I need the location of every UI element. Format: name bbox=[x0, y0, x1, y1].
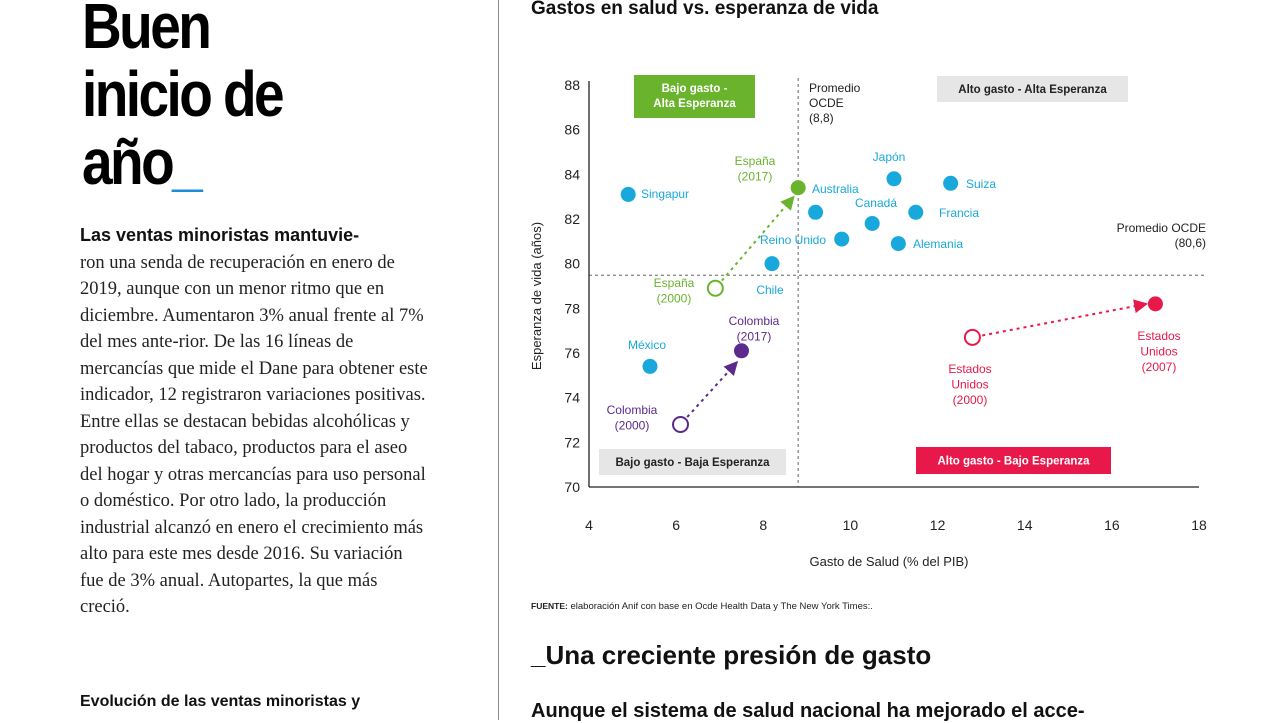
source-text: elaboración Anif con base en Ocde Health… bbox=[570, 601, 873, 612]
point-4 bbox=[864, 215, 880, 231]
x-tick-label-8: 8 bbox=[759, 517, 767, 533]
section-heading-prefix: _ bbox=[531, 640, 546, 670]
y-tick-label-76: 76 bbox=[564, 345, 580, 361]
point-label-14-line-2: (2007) bbox=[1142, 360, 1177, 374]
scatter-chart: Bajo gasto - Alta Esperanza Alto gasto - A… bbox=[529, 75, 1207, 569]
point-label-14-line-1: Unidos bbox=[1140, 345, 1177, 359]
reference-x-label-line-2: (8,8) bbox=[809, 111, 834, 125]
quadrant-label-box-1 bbox=[937, 76, 1128, 102]
y-tick-label-88: 88 bbox=[564, 77, 580, 93]
quadrant-label-box-0 bbox=[634, 75, 755, 118]
point-13 bbox=[672, 415, 689, 433]
point-12 bbox=[734, 343, 749, 359]
quadrant-label-box-2 bbox=[599, 449, 786, 475]
x-tick-label-16: 16 bbox=[1104, 517, 1120, 533]
chart-title: Gastos en salud vs. esperanza de vida bbox=[531, 0, 879, 19]
y-tick-label-84: 84 bbox=[564, 166, 580, 182]
y-tick-label-70: 70 bbox=[564, 479, 580, 495]
headline: Buen inicio de año_ bbox=[82, 0, 285, 196]
y-tick-label-80: 80 bbox=[564, 256, 580, 272]
trend-arrow-0 bbox=[721, 195, 795, 282]
point-label-2: Suiza bbox=[966, 177, 996, 191]
point-1 bbox=[886, 171, 902, 187]
point-3 bbox=[808, 204, 824, 220]
point-7 bbox=[890, 236, 906, 252]
y-tick-label-86: 86 bbox=[564, 122, 580, 138]
point-label-7: Alemania bbox=[913, 237, 963, 251]
quadrant-label-0-line-0: Bajo gasto - bbox=[662, 83, 728, 95]
point-label-12-line-1: (2017) bbox=[737, 330, 772, 344]
headline-line-3-text: año bbox=[82, 126, 175, 198]
point-label-4: Canadá bbox=[855, 196, 897, 210]
headline-line-2: inicio de bbox=[82, 58, 285, 130]
source-label: Fuente: bbox=[531, 601, 568, 611]
point-6 bbox=[834, 231, 850, 247]
point-label-1: Japón bbox=[873, 150, 906, 164]
section-heading-title: Una creciente presión de gasto bbox=[545, 640, 932, 670]
point-15 bbox=[963, 328, 981, 346]
reference-x-label-line-0: Promedio bbox=[809, 81, 861, 95]
y-tick-label-72: 72 bbox=[564, 434, 580, 450]
point-9 bbox=[642, 358, 658, 374]
quadrant-label-2: Bajo gasto - Baja Esperanza bbox=[615, 457, 770, 469]
point-2 bbox=[943, 175, 959, 191]
x-tick-label-6: 6 bbox=[672, 517, 680, 533]
point-label-9: México bbox=[628, 338, 666, 352]
point-label-6: Reino Unido bbox=[760, 233, 826, 247]
article-subheading: Evolución de las ventas minoristas y bbox=[80, 693, 361, 710]
point-5 bbox=[908, 204, 924, 220]
point-label-5: Francia bbox=[939, 206, 979, 220]
article-column: Buen inicio de año_ Las ventas minorista… bbox=[0, 0, 498, 720]
article-lead: Las ventas minoristas mantuvie- bbox=[80, 225, 360, 245]
x-tick-label-14: 14 bbox=[1017, 517, 1033, 533]
reference-y-label-line-1: (80,6) bbox=[1175, 236, 1206, 250]
chart-source: Fuente: elaboración Anif con base en Ocd… bbox=[531, 601, 873, 612]
section-first-line: Aunque el sistema de salud nacional ha m… bbox=[531, 700, 1085, 722]
point-label-10-line-1: (2017) bbox=[738, 170, 773, 184]
y-axis-label: Esperanza de vida (años) bbox=[529, 222, 544, 370]
section-heading: _Una creciente presión de gasto bbox=[531, 640, 931, 671]
point-label-10-line-0: España bbox=[735, 154, 776, 168]
point-label-0: Singapur bbox=[641, 187, 689, 201]
point-label-8: Chile bbox=[756, 283, 784, 297]
point-11 bbox=[706, 279, 724, 297]
point-label-15-line-0: Estados bbox=[948, 362, 991, 376]
column-divider bbox=[498, 0, 499, 720]
reference-y-label-line-0: Promedio OCDE bbox=[1117, 221, 1206, 235]
x-tick-label-12: 12 bbox=[930, 517, 946, 533]
quadrant-label-1: Alto gasto - Alta Esperanza bbox=[958, 84, 1107, 96]
point-0 bbox=[620, 186, 636, 202]
article-body: Las ventas minoristas mantuvie- ron una … bbox=[80, 222, 430, 621]
headline-underscore: _ bbox=[172, 126, 203, 198]
y-tick-label-78: 78 bbox=[564, 300, 580, 316]
point-label-13-line-1: (2000) bbox=[615, 419, 650, 433]
point-label-14-line-0: Estados bbox=[1137, 329, 1180, 343]
quadrant-label-box-3 bbox=[916, 447, 1111, 474]
point-label-15-line-1: Unidos bbox=[951, 378, 988, 392]
y-tick-label-82: 82 bbox=[564, 211, 580, 227]
point-8 bbox=[764, 256, 780, 272]
trend-arrow-2 bbox=[982, 299, 1149, 337]
reference-x-label-line-1: OCDE bbox=[809, 96, 844, 110]
point-label-12-line-0: Colombia bbox=[729, 314, 780, 328]
point-label-15-line-2: (2000) bbox=[953, 393, 988, 407]
point-14 bbox=[1147, 296, 1163, 312]
point-label-11-line-1: (2000) bbox=[657, 292, 692, 306]
point-label-11-line-0: España bbox=[654, 276, 695, 290]
x-axis-label: Gasto de Salud (% del PIB) bbox=[810, 554, 969, 569]
headline-line-1: Buen bbox=[82, 0, 212, 62]
x-tick-label-10: 10 bbox=[843, 517, 859, 533]
point-10 bbox=[790, 180, 806, 196]
article-body-text: ron una senda de recuperación en enero d… bbox=[80, 252, 428, 618]
y-tick-label-74: 74 bbox=[564, 390, 580, 406]
trend-arrow-1 bbox=[686, 360, 739, 418]
point-label-13-line-0: Colombia bbox=[607, 403, 658, 417]
point-label-3: Australia bbox=[812, 182, 859, 196]
quadrant-label-0-line-1: Alta Esperanza bbox=[653, 98, 736, 110]
headline-line-3: año_ bbox=[82, 128, 282, 196]
x-tick-label-18: 18 bbox=[1191, 517, 1207, 533]
x-tick-label-4: 4 bbox=[585, 517, 593, 533]
quadrant-label-3: Alto gasto - Bajo Esperanza bbox=[937, 456, 1090, 468]
